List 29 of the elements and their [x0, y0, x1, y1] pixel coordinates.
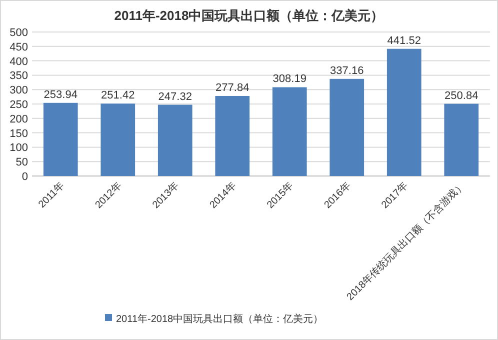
y-tick-label: 200: [10, 113, 28, 126]
bar: [330, 78, 364, 176]
data-label: 251.42: [101, 90, 135, 102]
data-label: 250.84: [444, 90, 478, 102]
y-tick-label: 300: [10, 84, 28, 97]
y-tick-label: 400: [10, 56, 28, 68]
data-label: 277.84: [216, 82, 250, 94]
bar: [444, 104, 479, 176]
data-label: 253.94: [44, 88, 78, 101]
bar: [215, 96, 250, 176]
bar: [386, 48, 422, 176]
y-tick-label: 450: [10, 41, 28, 54]
y-tick-label: 150: [10, 128, 28, 140]
data-label: 441.52: [387, 34, 421, 47]
bar: [100, 104, 136, 176]
data-label: 337.16: [330, 64, 364, 77]
y-tick-label: 250: [10, 99, 28, 111]
y-tick-label: 100: [10, 142, 28, 154]
data-label: 308.19: [272, 73, 306, 86]
y-tick-label: 350: [10, 70, 28, 82]
chart-title: 2011年-2018中国玩具出口额（单位：亿美元）: [114, 8, 384, 23]
bar: [158, 104, 192, 176]
bar: [43, 102, 78, 176]
bar: [272, 87, 307, 176]
data-label: 247.32: [158, 90, 192, 103]
legend-label: 2011年-2018中国玩具出口额（单位：亿美元）: [116, 313, 324, 325]
y-tick-label: 0: [22, 171, 28, 183]
y-tick-label: 50: [16, 156, 28, 169]
y-tick-label: 500: [10, 27, 28, 39]
